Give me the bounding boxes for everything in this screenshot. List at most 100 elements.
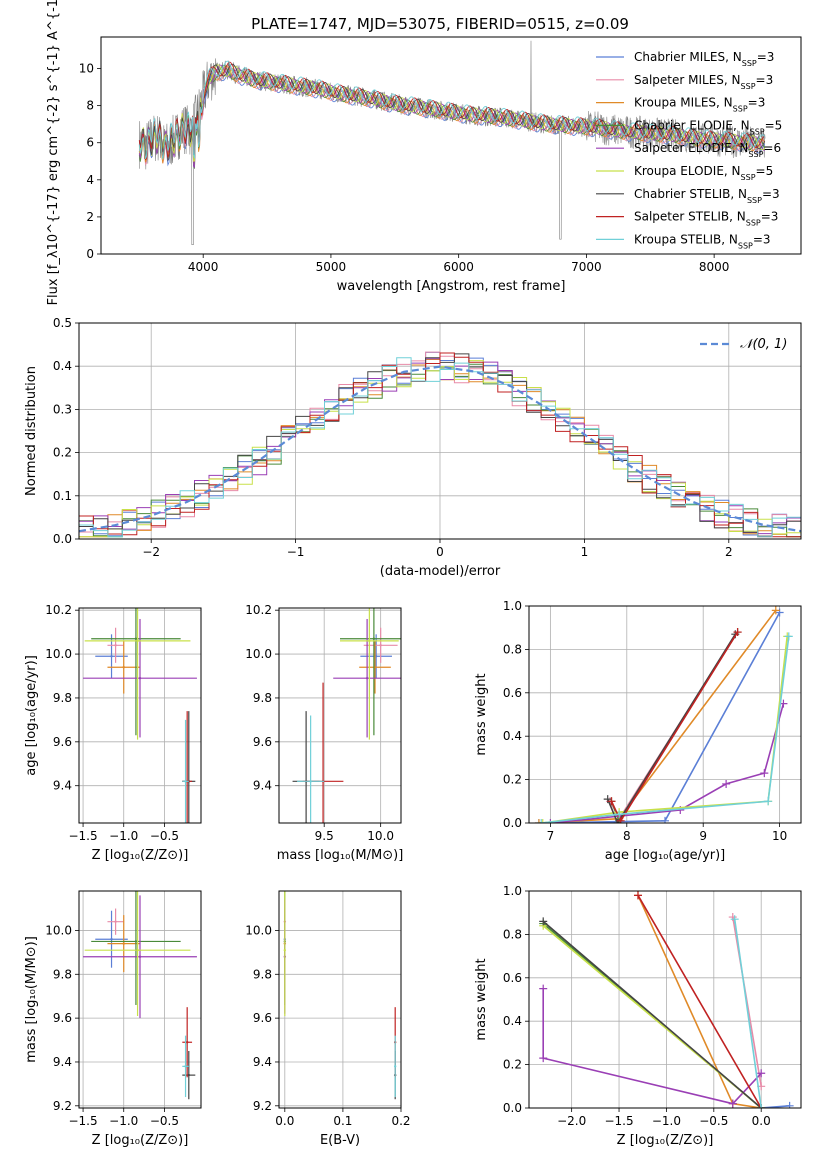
weight-marker [771,606,780,615]
x-tick-label: 4000 [188,260,219,274]
x-axis-label: E(B-V) [320,1133,360,1148]
weight-marker [757,1069,766,1078]
data-point [184,780,187,783]
x-axis-label: Z [log₁₀(Z/Z⊙)] [617,1133,714,1148]
y-tick-label: 10.2 [45,603,72,617]
y-tick-label: 10.0 [245,923,272,937]
x-tick-label: −0.5 [150,1114,179,1128]
data-point [138,677,142,680]
plot-area-spectrum [138,40,766,245]
y-axis-label: age [log₁₀(age/yr)] [24,655,39,776]
weight-marker [537,819,546,823]
weight-marker [785,1101,794,1108]
axes-frame [78,890,202,1109]
plot-area-residual_hist [79,351,801,538]
y-tick-label: 0.4 [503,1014,522,1028]
data-point [393,1065,397,1068]
weight-marker [730,915,739,924]
y-tick-label: 9.6 [253,1011,272,1025]
y-tick-label: 9.8 [253,967,272,981]
data-point [379,644,382,647]
weight-marker [539,984,548,993]
x-tick-label: −1.0 [109,1114,138,1128]
weight-marker [784,632,793,641]
y-tick-label: 6 [86,136,94,150]
legend-label: Kroupa ELODIE, NSSP=5 [634,164,773,182]
x-tick-label: 2 [725,545,733,559]
y-tick-label: 0.2 [503,773,522,787]
y-tick-label: 9.4 [53,779,72,793]
x-axis-label: Z [log₁₀(Z/Z⊙)] [92,1133,189,1148]
y-tick-label: 4 [86,173,94,187]
y-axis-label: mass weight [474,958,489,1040]
axes-frame [78,322,802,540]
x-tick-label: 10.0 [367,829,394,843]
y-tick-label: 0.1 [53,489,72,503]
x-tick-label: −1.5 [604,1114,633,1128]
y-tick-label: 0.0 [503,816,522,830]
legend-label: 𝒩(0, 1) [740,337,787,352]
panel-spectrum: 4000 5000 6000 7000 8000 0 2 4 6 8 10 wavelength [A… [46,0,802,305]
legend-label: Kroupa STELIB, NSSP=3 [634,232,771,250]
x-tick-label: −0.5 [150,829,179,843]
y-tick-label: 0.5 [53,316,72,330]
axes-frame [278,890,402,1109]
x-tick-label: 10 [772,829,787,843]
x-tick-label: 6000 [443,260,474,274]
data-point [187,1073,190,1077]
y-tick-label: 10.0 [45,923,72,937]
x-tick-label: −0.5 [699,1114,728,1128]
x-tick-label: 7000 [571,260,602,274]
x-axis-label: wavelength [Angstrom, rest frame] [337,279,566,294]
y-tick-label: 0.2 [503,1058,522,1072]
weight-marker [539,1054,548,1063]
weight-marker [733,628,742,637]
spectrum-model-4 [138,64,765,169]
panel-age_vs_Z: −1.5 −1.0 −0.5 9.4 9.6 9.8 10.0 10.2 Z [log₁₀(Z/… [24,603,202,863]
legend: Chabrier MILES, NSSP=3 Salpeter MILES, NS… [596,50,782,250]
data-point [114,920,117,923]
x-tick-label: 0.0 [752,1114,771,1128]
panel-mass_vs_ebv: 0.0 0.1 0.2 9.2 9.4 9.6 9.8 10.0 E(B-V) [245,890,411,1148]
y-tick-label: 0.2 [53,446,72,460]
axes-frame [100,36,802,255]
weight-marker [616,816,625,823]
x-tick-label: 0.0 [275,1114,294,1128]
weight-line-8 [541,636,790,823]
data-point [185,1041,189,1044]
y-tick-label: 9.6 [53,1011,72,1025]
legend-label: Kroupa MILES, NSSP=3 [634,96,765,114]
x-axis-label: (data-model)/error [380,564,501,579]
y-tick-label: 0.8 [503,642,522,656]
data-point [114,644,117,647]
x-tick-label: −1.0 [652,1114,681,1128]
y-tick-label: 1.0 [503,884,522,898]
weight-line-6 [606,633,736,823]
weight-marker [722,779,731,788]
x-tick-label: 7 [547,829,555,843]
plot-area-age_vs_mass [292,608,401,823]
weight-marker [538,819,547,823]
panel-mass_vs_Z: −1.5 −1.0 −0.5 9.2 9.4 9.6 9.8 10.0 Z [log₁₀(Z/Z… [24,890,202,1148]
weight-line-7 [637,894,762,1108]
y-tick-label: 0.4 [53,359,72,373]
x-tick-label: −1.5 [68,829,97,843]
y-tick-label: 0 [86,247,94,261]
data-point [122,666,125,669]
data-point [365,677,369,680]
figure-title: PLATE=1747, MJD=53075, FIBERID=0515, z=0… [251,15,629,33]
panel-mass_weight_vs_age: 7 8 9 10 0.0 0.2 0.4 0.6 0.8 1.0 age [log₁₀(age/yr… [474,599,802,863]
weight-marker [607,797,616,806]
y-tick-label: 10.0 [245,647,272,661]
x-tick-label: −2 [142,545,160,559]
y-tick-label: 9.6 [253,735,272,749]
data-point [110,655,113,658]
axes-frame [278,607,402,824]
y-tick-label: 0.6 [503,686,522,700]
y-tick-label: 9.4 [253,1055,272,1069]
x-tick-label: −1 [287,545,305,559]
plot-area-mass_weight_vs_Z [539,891,794,1108]
legend-label: Chabrier ELODIE, NSSP=5 [634,118,782,136]
